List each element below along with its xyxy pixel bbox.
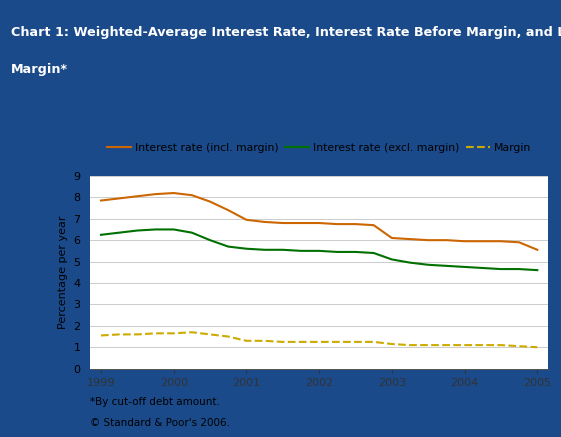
Interest rate (incl. margin) xyxy=(206,199,213,204)
Interest rate (incl. margin) xyxy=(461,239,468,244)
Interest rate (excl. margin) xyxy=(352,250,359,255)
Line: Interest rate (excl. margin): Interest rate (excl. margin) xyxy=(101,229,537,270)
Interest rate (excl. margin) xyxy=(297,248,304,253)
Margin xyxy=(316,339,323,344)
Margin xyxy=(370,339,377,344)
Interest rate (incl. margin) xyxy=(534,247,541,253)
Interest rate (incl. margin) xyxy=(171,191,177,196)
Interest rate (excl. margin) xyxy=(316,248,323,253)
Margin xyxy=(461,343,468,348)
Interest rate (incl. margin) xyxy=(98,198,104,203)
Margin xyxy=(171,331,177,336)
Interest rate (excl. margin) xyxy=(370,250,377,256)
Margin xyxy=(188,329,195,335)
Line: Margin: Margin xyxy=(101,332,537,347)
Interest rate (incl. margin) xyxy=(425,238,431,243)
Interest rate (excl. margin) xyxy=(516,267,522,272)
Margin xyxy=(152,331,159,336)
Text: Margin*: Margin* xyxy=(11,63,68,76)
Interest rate (incl. margin) xyxy=(225,208,232,213)
Margin xyxy=(116,332,122,337)
Interest rate (excl. margin) xyxy=(279,247,286,253)
Interest rate (excl. margin) xyxy=(206,238,213,243)
Interest rate (incl. margin) xyxy=(352,222,359,227)
Interest rate (excl. margin) xyxy=(98,232,104,237)
Margin xyxy=(425,343,431,348)
Margin xyxy=(534,345,541,350)
Interest rate (excl. margin) xyxy=(425,262,431,267)
Interest rate (excl. margin) xyxy=(534,267,541,273)
Margin xyxy=(516,343,522,349)
Margin xyxy=(407,343,413,348)
Margin xyxy=(480,343,486,348)
Interest rate (excl. margin) xyxy=(243,246,250,251)
Margin xyxy=(498,343,504,348)
Interest rate (excl. margin) xyxy=(134,228,141,233)
Interest rate (incl. margin) xyxy=(443,238,450,243)
Interest rate (excl. margin) xyxy=(225,244,232,249)
Text: © Standard & Poor's 2006.: © Standard & Poor's 2006. xyxy=(90,418,230,428)
Text: *By cut-off debt amount.: *By cut-off debt amount. xyxy=(90,397,220,407)
Margin xyxy=(225,334,232,339)
Interest rate (incl. margin) xyxy=(152,191,159,197)
Interest rate (excl. margin) xyxy=(188,230,195,235)
Margin xyxy=(279,339,286,344)
Interest rate (excl. margin) xyxy=(498,267,504,272)
Line: Interest rate (incl. margin): Interest rate (incl. margin) xyxy=(101,193,537,250)
Interest rate (excl. margin) xyxy=(461,264,468,270)
Interest rate (incl. margin) xyxy=(116,196,122,201)
Text: Chart 1: Weighted-Average Interest Rate, Interest Rate Before Margin, and Loan: Chart 1: Weighted-Average Interest Rate,… xyxy=(11,26,561,39)
Interest rate (incl. margin) xyxy=(370,222,377,228)
Interest rate (incl. margin) xyxy=(480,239,486,244)
Margin xyxy=(334,339,341,344)
Y-axis label: Percentage per year: Percentage per year xyxy=(58,215,68,329)
Margin xyxy=(297,339,304,344)
Margin xyxy=(352,339,359,344)
Interest rate (incl. margin) xyxy=(334,222,341,227)
Interest rate (excl. margin) xyxy=(261,247,268,253)
Interest rate (incl. margin) xyxy=(389,236,396,241)
Interest rate (excl. margin) xyxy=(152,227,159,232)
Interest rate (incl. margin) xyxy=(498,239,504,244)
Interest rate (incl. margin) xyxy=(516,239,522,245)
Interest rate (incl. margin) xyxy=(316,220,323,225)
Interest rate (excl. margin) xyxy=(443,263,450,268)
Interest rate (excl. margin) xyxy=(389,257,396,262)
Margin xyxy=(443,343,450,348)
Interest rate (incl. margin) xyxy=(297,220,304,225)
Margin xyxy=(134,332,141,337)
Interest rate (excl. margin) xyxy=(334,250,341,255)
Legend: Interest rate (incl. margin), Interest rate (excl. margin), Margin: Interest rate (incl. margin), Interest r… xyxy=(103,139,536,158)
Interest rate (incl. margin) xyxy=(188,193,195,198)
Interest rate (incl. margin) xyxy=(243,217,250,222)
Interest rate (incl. margin) xyxy=(134,194,141,199)
Interest rate (incl. margin) xyxy=(279,220,286,225)
Interest rate (excl. margin) xyxy=(116,230,122,235)
Interest rate (excl. margin) xyxy=(407,260,413,265)
Margin xyxy=(261,338,268,343)
Margin xyxy=(206,332,213,337)
Interest rate (excl. margin) xyxy=(171,227,177,232)
Interest rate (excl. margin) xyxy=(480,265,486,271)
Margin xyxy=(98,333,104,338)
Margin xyxy=(389,341,396,347)
Interest rate (incl. margin) xyxy=(407,236,413,242)
Interest rate (incl. margin) xyxy=(261,219,268,225)
Margin xyxy=(243,338,250,343)
